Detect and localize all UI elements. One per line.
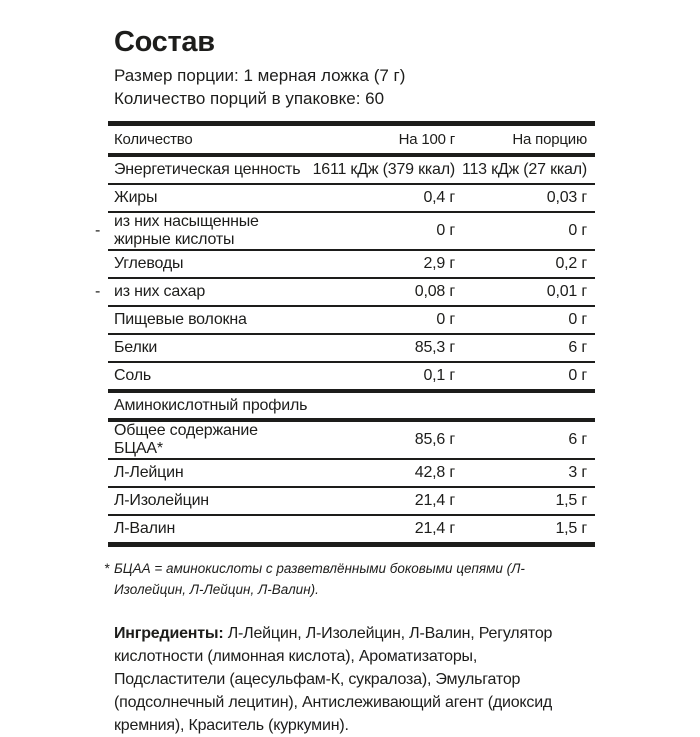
value-per-100g: 0,1 г (423, 367, 455, 384)
value-per-100g: 42,8 г (414, 464, 455, 481)
column-header-amount: Количество (114, 131, 193, 148)
table-row: Л-Валин 21,4 г 1,5 г (108, 516, 595, 542)
footnote-marker: * (104, 561, 110, 576)
value-per-serving: 0,2 г (555, 255, 587, 272)
value-per-100g: 85,6 г (414, 431, 455, 448)
table-row: - из них насыщенные жирные кислоты 0 г 0 г (95, 213, 595, 251)
value-per-100g: 0,08 г (414, 283, 455, 300)
page-title: Состав (114, 26, 215, 58)
value-per-serving: 113 кДж (27 ккал) (461, 161, 587, 178)
value-per-100g: 85,3 г (414, 339, 455, 356)
nutrient-name: Соль (114, 367, 151, 384)
value-per-serving: 0 г (568, 222, 587, 239)
nutrient-name: Общее содержание БЦАА* (114, 422, 258, 457)
nutrient-name: Белки (114, 339, 158, 356)
nutrition-table: Количество На 100 г На порцию Энергетиче… (95, 121, 595, 547)
value-per-serving: 1,5 г (555, 520, 587, 537)
value-per-serving: 0,03 г (546, 189, 587, 206)
value-per-serving: 6 г (568, 339, 587, 356)
table-row: Соль 0,1 г 0 г (108, 363, 595, 393)
sub-item-dash: - (95, 222, 101, 239)
value-per-100g: 0 г (436, 222, 455, 239)
section-header-label: Аминокислотный профиль (114, 396, 308, 414)
value-per-serving: 0,01 г (546, 283, 587, 300)
sub-item-dash: - (95, 283, 101, 300)
value-per-100g: 2,9 г (423, 255, 455, 272)
amino-acid-rows: Общее содержание БЦАА* 85,6 г 6 г Л-Лейцин 4… (108, 422, 595, 542)
nutrient-name: Углеводы (114, 255, 184, 272)
value-per-100g: 1611 кДж (379 ккал) (312, 161, 456, 178)
table-row: Жиры 0,4 г 0,03 г (108, 185, 595, 213)
section-header-row: Аминокислотный профиль (108, 393, 595, 422)
nutrient-name: Пищевые волокна (114, 311, 247, 328)
nutrient-name: из них насыщенные жирные кислоты (114, 213, 259, 248)
value-per-serving: 6 г (568, 431, 587, 448)
value-per-100g: 21,4 г (414, 520, 455, 537)
table-row: Общее содержание БЦАА* 85,6 г 6 г (108, 422, 595, 460)
ingredients: Ингредиенты: Л-Лейцин, Л-Изолейцин, Л-Ва… (114, 622, 588, 737)
table-row: Энергетическая ценность 1611 кДж (379 кка… (108, 157, 595, 185)
nutrient-name: Жиры (114, 189, 158, 206)
nutrition-label: Состав Размер порции: 1 мерная ложка (7 … (95, 26, 595, 737)
value-per-100g: 0,4 г (423, 189, 455, 206)
value-per-serving: 3 г (568, 464, 587, 481)
table-row: - из них сахар 0,08 г 0,01 г (95, 279, 595, 307)
table-row: Углеводы 2,9 г 0,2 г (108, 251, 595, 279)
nutrient-name: Энергетическая ценность (114, 161, 301, 178)
nutrient-name: из них сахар (114, 283, 206, 300)
table-row: Белки 85,3 г 6 г (108, 335, 595, 363)
table-row: Пищевые волокна 0 г 0 г (108, 307, 595, 335)
table-header-row: Количество На 100 г На порцию (108, 126, 595, 157)
column-header-per-100g: На 100 г (398, 131, 456, 148)
servings-count-line: Количество порций в упаковке: 60 (114, 89, 385, 108)
serving-size-line: Размер порции: 1 мерная ложка (7 г) (114, 66, 406, 85)
footnote-text: БЦАА = аминокислоты с разветвлёнными бок… (114, 561, 525, 597)
value-per-serving: 0 г (568, 311, 587, 328)
value-per-serving: 0 г (568, 367, 587, 384)
value-per-serving: 1,5 г (555, 492, 587, 509)
footnote: * БЦАА = аминокислоты с разветвлёнными бо… (104, 558, 576, 600)
ingredients-label: Ингредиенты: (114, 625, 224, 642)
table-row: Л-Лейцин 42,8 г 3 г (108, 460, 595, 488)
value-per-100g: 0 г (436, 311, 455, 328)
column-header-per-serving: На порцию (512, 131, 587, 148)
nutrition-rows: Энергетическая ценность 1611 кДж (379 кка… (95, 157, 595, 393)
nutrient-name: Л-Изолейцин (114, 492, 209, 509)
value-per-100g: 21,4 г (414, 492, 455, 509)
nutrient-name: Л-Лейцин (114, 464, 184, 481)
table-row: Л-Изолейцин 21,4 г 1,5 г (108, 488, 595, 516)
nutrient-name: Л-Валин (114, 520, 176, 537)
